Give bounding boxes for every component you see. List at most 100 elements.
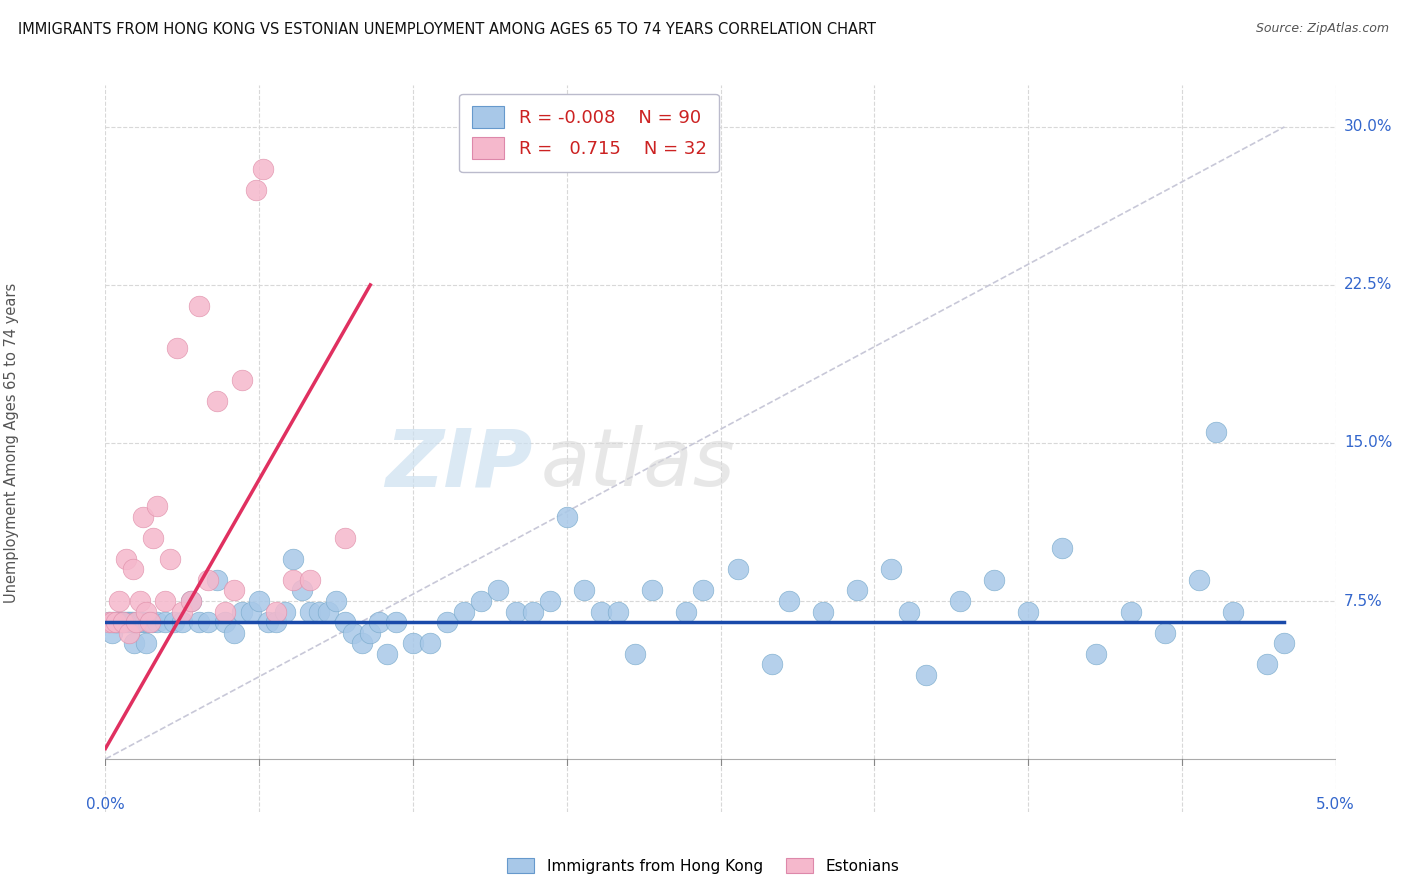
Point <box>231 373 253 387</box>
Point <box>367 615 389 629</box>
Point <box>166 341 188 355</box>
Point <box>115 552 138 566</box>
Point <box>607 605 630 619</box>
Point <box>1153 625 1175 640</box>
Text: IMMIGRANTS FROM HONG KONG VS ESTONIAN UNEMPLOYMENT AMONG AGES 65 TO 74 YEARS COR: IMMIGRANTS FROM HONG KONG VS ESTONIAN UN… <box>18 22 876 37</box>
Point <box>222 583 245 598</box>
Point <box>624 647 647 661</box>
Point <box>120 615 142 629</box>
Point <box>316 605 339 619</box>
Point <box>266 605 288 619</box>
Point <box>155 615 177 629</box>
Point <box>436 615 458 629</box>
Text: 15.0%: 15.0% <box>1344 435 1392 450</box>
Point <box>761 657 783 672</box>
Point <box>342 625 364 640</box>
Point <box>188 615 211 629</box>
Point <box>101 625 124 640</box>
Point <box>172 615 194 629</box>
Point <box>117 615 139 629</box>
Point <box>880 562 903 576</box>
Point <box>291 583 314 598</box>
Point <box>308 605 330 619</box>
Point <box>256 615 278 629</box>
Point <box>104 615 127 629</box>
Point <box>778 594 800 608</box>
Point <box>108 594 131 608</box>
Point <box>1188 573 1211 587</box>
Point <box>949 594 972 608</box>
Point <box>675 605 697 619</box>
Point <box>103 615 125 629</box>
Point <box>197 573 219 587</box>
Point <box>205 573 228 587</box>
Point <box>134 615 156 629</box>
Point <box>107 615 129 629</box>
Point <box>118 615 141 629</box>
Text: atlas: atlas <box>541 425 735 503</box>
Text: 5.0%: 5.0% <box>1316 797 1355 812</box>
Point <box>1052 541 1074 556</box>
Text: 7.5%: 7.5% <box>1344 593 1384 608</box>
Text: 22.5%: 22.5% <box>1344 277 1392 293</box>
Point <box>811 605 834 619</box>
Point <box>214 605 236 619</box>
Point <box>125 615 148 629</box>
Point <box>333 531 356 545</box>
Point <box>283 573 305 587</box>
Text: Source: ZipAtlas.com: Source: ZipAtlas.com <box>1256 22 1389 36</box>
Point <box>846 583 869 598</box>
Point <box>172 605 194 619</box>
Point <box>350 636 373 650</box>
Point <box>205 393 228 408</box>
Point <box>128 594 150 608</box>
Point <box>333 615 356 629</box>
Point <box>128 615 150 629</box>
Point <box>141 615 163 629</box>
Point <box>1256 657 1278 672</box>
Point <box>132 615 155 629</box>
Point <box>505 605 527 619</box>
Point <box>222 625 245 640</box>
Point <box>983 573 1005 587</box>
Point <box>163 615 186 629</box>
Point <box>247 594 270 608</box>
Point <box>159 552 181 566</box>
Point <box>124 636 146 650</box>
Point <box>727 562 749 576</box>
Point <box>180 594 202 608</box>
Point <box>589 605 612 619</box>
Point <box>104 615 127 629</box>
Point <box>132 509 155 524</box>
Point <box>1205 425 1227 440</box>
Point <box>245 183 267 197</box>
Point <box>135 605 157 619</box>
Text: ZIP: ZIP <box>385 425 533 503</box>
Point <box>118 625 141 640</box>
Point <box>555 509 578 524</box>
Point <box>572 583 595 598</box>
Point <box>127 615 149 629</box>
Point <box>359 625 381 640</box>
Point <box>111 615 134 629</box>
Point <box>101 615 124 629</box>
Point <box>231 605 253 619</box>
Point <box>274 605 297 619</box>
Point <box>188 299 211 313</box>
Point <box>385 615 408 629</box>
Point <box>115 615 138 629</box>
Legend: R = -0.008    N = 90, R =   0.715    N = 32: R = -0.008 N = 90, R = 0.715 N = 32 <box>458 94 718 172</box>
Legend: Immigrants from Hong Kong, Estonians: Immigrants from Hong Kong, Estonians <box>501 852 905 880</box>
Point <box>1274 636 1296 650</box>
Point <box>197 615 219 629</box>
Point <box>111 615 134 629</box>
Point <box>325 594 347 608</box>
Text: 30.0%: 30.0% <box>1344 120 1393 135</box>
Point <box>266 615 288 629</box>
Text: 0.0%: 0.0% <box>86 797 125 812</box>
Point <box>97 615 120 629</box>
Point <box>110 615 132 629</box>
Point <box>142 531 165 545</box>
Text: Unemployment Among Ages 65 to 74 years: Unemployment Among Ages 65 to 74 years <box>4 283 18 603</box>
Point <box>121 562 143 576</box>
